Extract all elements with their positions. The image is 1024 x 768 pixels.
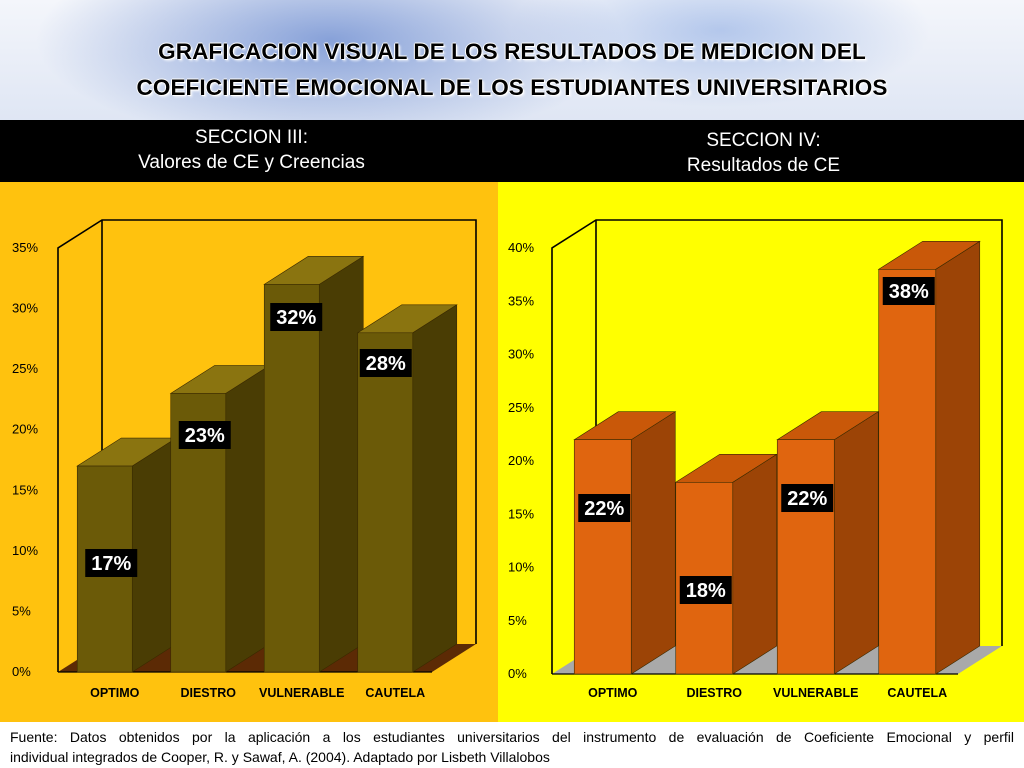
data-label: 22% <box>787 488 827 510</box>
data-label: 18% <box>686 580 726 602</box>
x-category-label: VULNERABLE <box>259 686 344 700</box>
panel-header-seccion-iii: SECCION III: Valores de CE y Creencias <box>0 120 503 182</box>
y-tick-label: 5% <box>12 603 31 618</box>
bar-side <box>412 304 458 673</box>
data-label: 32% <box>276 307 316 329</box>
bar <box>263 284 320 673</box>
data-label: 22% <box>584 498 624 520</box>
panel-header-line-1: SECCION IV: <box>706 130 821 151</box>
data-label-box <box>679 576 732 604</box>
y-tick-label: 15% <box>12 482 38 497</box>
y-tick-label: 0% <box>508 666 527 681</box>
x-category-label: DIESTRO <box>686 686 742 700</box>
page-title: GRAFICACION VISUAL DE LOS RESULTADOS DE … <box>0 34 1024 106</box>
data-label: 17% <box>91 553 131 575</box>
y-tick-label: 10% <box>12 543 38 558</box>
panel-header-line-2: Resultados de CE <box>686 155 841 176</box>
data-label-box <box>578 494 631 522</box>
title-line-1: GRAFICACION VISUAL DE LOS RESULTADOS DE … <box>158 39 866 64</box>
bar-side <box>225 364 271 673</box>
data-label-box <box>85 549 138 577</box>
bar <box>878 269 937 675</box>
data-label: 28% <box>366 353 406 375</box>
background-decoration <box>0 0 1024 120</box>
footnote-line-2: individual integrados de Cooper, R. y Sa… <box>10 749 550 765</box>
x-category-label: OPTIMO <box>588 686 638 700</box>
x-category-label: CAUTELA <box>887 686 947 700</box>
y-tick-label: 20% <box>508 453 534 468</box>
y-tick-label: 25% <box>12 361 38 376</box>
bar-side <box>131 437 177 673</box>
data-label-box <box>359 349 412 377</box>
data-label-box <box>882 277 935 305</box>
bar <box>357 332 414 673</box>
title-line-2: COEFICIENTE EMOCIONAL DE LOS ESTUDIANTES… <box>136 75 888 100</box>
bar-side <box>732 453 778 675</box>
y-tick-label: 30% <box>508 347 534 362</box>
y-tick-label: 10% <box>508 560 534 575</box>
y-tick-label: 20% <box>12 422 38 437</box>
bar-chart-seccion-iv: 0% 5% 10% 15% 20% 25% 30% 35% 40% 22% OPTIMO 18% DIE… <box>508 219 1003 700</box>
panel-header-line-2: Valores de CE y Creencias <box>138 152 365 173</box>
y-tick-label: 35% <box>508 293 534 308</box>
bar <box>573 439 632 675</box>
y-tick-label: 0% <box>12 664 31 679</box>
data-label-box <box>781 484 834 512</box>
footnote-line-1: Fuente: Datos obtenidos por la aplicació… <box>10 729 1014 745</box>
panel-header-line-1: SECCION III: <box>195 127 308 148</box>
x-category-label: CAUTELA <box>365 686 425 700</box>
bar <box>776 439 835 675</box>
y-tick-label: 30% <box>12 301 38 316</box>
data-label-box <box>270 303 323 331</box>
data-label: 23% <box>185 425 225 447</box>
data-label-box <box>178 421 231 449</box>
bar-side <box>935 240 981 675</box>
bar-side <box>833 411 879 675</box>
bar-side <box>318 255 364 673</box>
y-tick-label: 35% <box>12 240 38 255</box>
y-tick-label: 5% <box>508 613 527 628</box>
panel-header-seccion-iv: SECCION IV: Resultados de CE <box>503 120 1024 182</box>
source-footnote: Fuente: Datos obtenidos por la aplicació… <box>0 722 1024 768</box>
bar-side <box>630 411 676 675</box>
data-label: 38% <box>889 281 929 303</box>
y-tick-label: 40% <box>508 240 534 255</box>
x-category-label: DIESTRO <box>180 686 236 700</box>
bar-chart-seccion-iii: 0% 5% 10% 15% 20% 25% 30% 35% 17% OPTIMO 23% DIESTR… <box>12 219 477 700</box>
x-category-label: VULNERABLE <box>773 686 858 700</box>
x-category-label: OPTIMO <box>90 686 140 700</box>
y-tick-label: 15% <box>508 506 534 521</box>
y-tick-label: 25% <box>508 400 534 415</box>
